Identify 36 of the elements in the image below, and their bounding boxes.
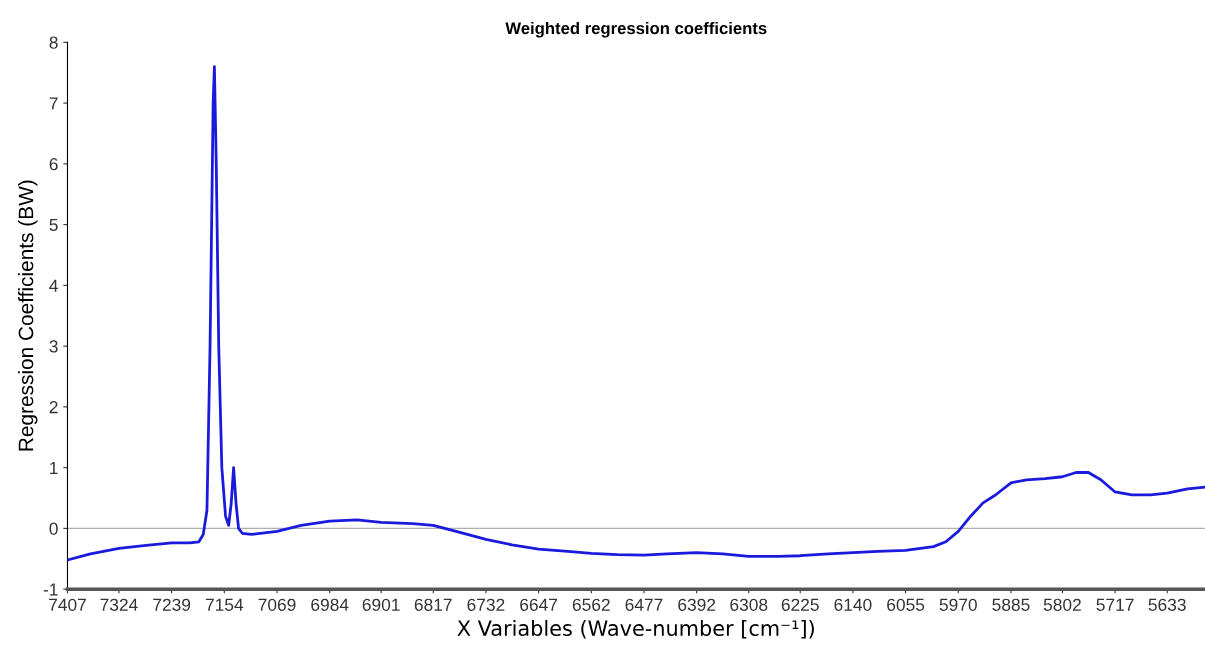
x-tick-label: 5885 xyxy=(992,598,1030,611)
y-tick-label: 8 xyxy=(49,36,58,49)
y-tick-label: -1 xyxy=(43,583,58,596)
x-tick-label: 7154 xyxy=(205,598,244,611)
line-series xyxy=(67,65,1205,562)
y-axis-title: Regression Coefficients (BW) xyxy=(18,180,38,451)
x-tick-label: 6647 xyxy=(520,598,558,611)
x-tick-label: 6308 xyxy=(730,598,768,611)
y-tick-label: 4 xyxy=(49,279,58,292)
x-tick-label: 6732 xyxy=(467,598,505,611)
x-tick-label: 6392 xyxy=(678,598,716,611)
x-tick-label: 5970 xyxy=(939,598,977,611)
x-tick-label: 7407 xyxy=(49,598,86,611)
x-tick-label: 5633 xyxy=(1148,598,1186,611)
y-tick-label: 3 xyxy=(49,340,58,353)
y-tick-label: 2 xyxy=(49,401,58,414)
y-tick-label: 7 xyxy=(49,97,58,110)
x-tick-label: 6817 xyxy=(414,598,452,611)
chart-title: Weighted regression coefficients xyxy=(505,21,767,38)
x-tick-label: 5717 xyxy=(1096,598,1134,611)
x-tick-label: 6477 xyxy=(625,598,663,611)
x-tick-label: 5802 xyxy=(1043,598,1081,611)
x-tick-label: 7069 xyxy=(258,598,296,611)
x-axis-title: X Variables (Wave-number [cm⁻¹]) xyxy=(457,619,814,639)
x-tick-label: 6901 xyxy=(362,598,400,611)
x-tick-label: 6140 xyxy=(834,598,872,611)
x-tick-label: 7324 xyxy=(100,598,138,611)
y-tick-label: 1 xyxy=(50,461,58,474)
x-tick-label: 6562 xyxy=(572,598,610,611)
x-tick-label: 6984 xyxy=(311,598,349,611)
y-tick-label: 0 xyxy=(49,522,58,535)
x-tick-label: 6225 xyxy=(781,598,819,611)
y-tick-label: 5 xyxy=(49,218,58,232)
x-tick-label: 7239 xyxy=(153,598,191,611)
x-tick-label: 6055 xyxy=(887,598,925,611)
y-tick-label: 6 xyxy=(49,158,58,171)
